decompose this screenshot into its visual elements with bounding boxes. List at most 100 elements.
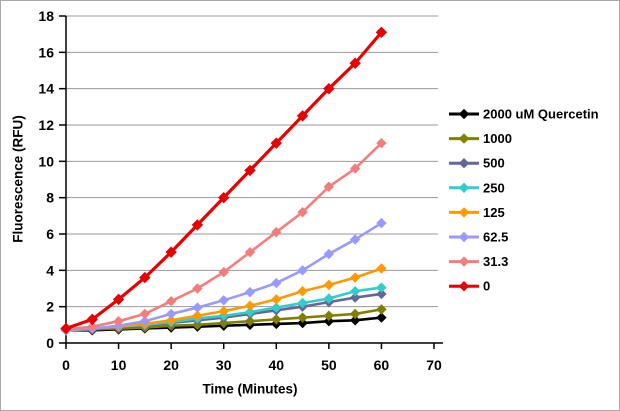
series-marker-0: [60, 322, 72, 335]
y-tick-label: 18: [38, 8, 54, 24]
series-marker-31.3: [271, 226, 282, 238]
series-marker-31.3: [244, 246, 256, 258]
legend-swatch-marker-2000 uM Quercetin: [458, 108, 470, 120]
y-axis-title: Fluorescence (RFU): [10, 115, 26, 243]
series-marker-31.3: [87, 321, 98, 332]
legend-label-500: 500: [483, 156, 505, 171]
x-tick-label: 40: [268, 357, 284, 373]
series-marker-125: [192, 310, 203, 321]
series-marker-250: [297, 297, 308, 309]
series-marker-0: [323, 82, 335, 95]
series-marker-1000: [271, 314, 282, 325]
legend-label-2000 uM Quercetin: 2000 uM Quercetin: [483, 107, 599, 122]
legend-swatch-marker-1000: [458, 133, 470, 144]
legend-label-125: 125: [483, 205, 505, 220]
legend-label-0: 0: [483, 279, 490, 294]
series-marker-0: [139, 271, 151, 284]
series-marker-31.3: [218, 266, 229, 278]
y-tick-label: 6: [46, 226, 54, 242]
series-marker-1000: [349, 308, 361, 320]
legend-swatch-marker-250: [458, 182, 470, 194]
series-marker-62.5: [297, 265, 308, 276]
series-marker-125: [271, 294, 282, 305]
series-marker-31.3: [113, 315, 124, 327]
legend-label-1000: 1000: [483, 131, 512, 146]
y-tick-label: 12: [38, 117, 54, 133]
x-tick-label: 0: [62, 357, 70, 373]
series-marker-0: [165, 246, 177, 258]
series-marker-31.3: [165, 296, 177, 307]
series-marker-62.5: [192, 302, 203, 313]
legend-swatch-marker-62.5: [458, 231, 470, 243]
x-tick-label: 20: [163, 357, 179, 373]
series-marker-125: [218, 306, 229, 317]
series-marker-250: [271, 302, 282, 313]
x-tick-label: 50: [321, 357, 337, 373]
series-marker-0: [86, 313, 98, 326]
series-marker-0: [270, 137, 282, 149]
series-marker-31.3: [139, 308, 151, 320]
y-tick-label: 16: [38, 44, 54, 60]
series-marker-62.5: [271, 277, 282, 289]
series-marker-0: [218, 191, 230, 204]
series-marker-0: [296, 110, 309, 122]
series-marker-62.5: [218, 295, 229, 306]
series-marker-0: [375, 26, 388, 39]
series-marker-125: [165, 315, 177, 326]
series-marker-62.5: [244, 286, 256, 298]
series-marker-250: [376, 282, 387, 293]
series-marker-125: [323, 279, 335, 291]
y-tick-label: 4: [46, 262, 54, 278]
series-marker-31.3: [297, 206, 308, 218]
x-tick-label: 10: [111, 357, 127, 373]
series-marker-1000: [244, 315, 256, 327]
legend-label-250: 250: [483, 180, 505, 195]
series-marker-2000 uM Quercetin: [297, 317, 308, 329]
series-marker-125: [376, 263, 387, 274]
series-marker-31.3: [323, 181, 335, 192]
series-marker-2000 uM Quercetin: [376, 312, 387, 323]
series-marker-0: [191, 219, 204, 231]
series-marker-0: [349, 57, 361, 69]
series-marker-62.5: [139, 315, 151, 327]
series-marker-62.5: [349, 234, 361, 245]
y-tick-label: 8: [46, 190, 54, 206]
x-axis-title: Time (Minutes): [202, 381, 298, 397]
series-marker-125: [349, 272, 361, 283]
legend-swatch-marker-500: [458, 157, 470, 169]
legend-swatch-marker-125: [458, 207, 470, 218]
series-marker-250: [349, 286, 361, 297]
series-marker-31.3: [376, 137, 387, 149]
y-tick-label: 10: [38, 153, 54, 169]
series-marker-125: [244, 300, 256, 311]
series-marker-62.5: [165, 308, 177, 320]
series-marker-1000: [297, 312, 308, 323]
series-marker-31.3: [349, 163, 361, 174]
series-marker-1000: [323, 310, 335, 321]
x-tick-label: 30: [216, 357, 232, 373]
x-tick-label: 60: [374, 357, 390, 373]
series-marker-0: [112, 293, 125, 306]
series-marker-125: [297, 286, 308, 297]
legend-label-62.5: 62.5: [483, 230, 508, 245]
x-tick-label: 70: [426, 357, 442, 373]
legend-swatch-marker-0: [458, 280, 470, 292]
series-marker-2000 uM Quercetin: [349, 315, 361, 326]
series-marker-1000: [376, 304, 387, 315]
series-marker-0: [244, 164, 256, 177]
series-marker-1000: [218, 317, 229, 329]
y-tick-label: 0: [46, 335, 54, 351]
y-tick-label: 2: [46, 299, 54, 315]
series-marker-500: [349, 292, 361, 303]
series-marker-62.5: [376, 217, 387, 229]
series-marker-250: [323, 293, 335, 304]
series-marker-2000 uM Quercetin: [323, 315, 335, 327]
y-tick-label: 14: [38, 81, 54, 97]
series-marker-31.3: [192, 283, 203, 294]
series-marker-500: [376, 288, 387, 300]
legend-swatch-marker-31.3: [458, 256, 470, 267]
legend-label-31.3: 31.3: [483, 254, 508, 269]
series-marker-62.5: [323, 248, 335, 260]
